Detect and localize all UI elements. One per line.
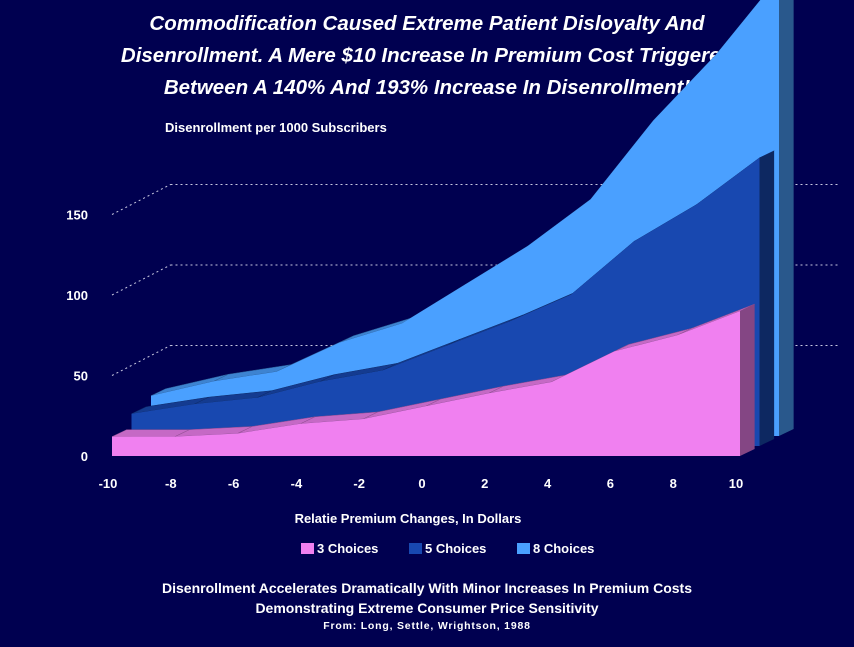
area-side-face <box>779 0 794 436</box>
x-tick-label: -6 <box>228 476 240 491</box>
gridline <box>111 184 171 215</box>
y-axis-label: Disenrollment per 1000 Subscribers <box>165 120 387 135</box>
subtitle-line: Demonstrating Extreme Consumer Price Sen… <box>255 600 599 616</box>
legend-label: 5 Choices <box>425 541 486 556</box>
axis-layer: Disenrollment per 1000 Subscribers Relat… <box>66 120 743 526</box>
series-layer <box>111 0 794 456</box>
x-tick-label: 0 <box>418 476 425 491</box>
x-axis-label: Relatie Premium Changes, In Dollars <box>295 511 522 526</box>
x-tick-label: 4 <box>544 476 552 491</box>
title-line: Commodification Caused Extreme Patient D… <box>149 12 705 35</box>
x-tick-label: -8 <box>165 476 177 491</box>
y-tick-label: 0 <box>81 449 88 464</box>
x-tick-label: 2 <box>481 476 488 491</box>
legend: 3 Choices 5 Choices 8 Choices <box>301 541 594 556</box>
x-tick-label: -10 <box>99 476 118 491</box>
title-line: Between A 140% And 193% Increase In Dise… <box>163 76 691 99</box>
chart-subtitle: Disenrollment Accelerates Dramatically W… <box>0 578 854 618</box>
source-citation: From: Long, Settle, Wrightson, 1988 <box>323 620 531 632</box>
area-side-face <box>759 150 775 446</box>
title-line: Disenrollment. A Mere $10 Increase In Pr… <box>120 44 734 67</box>
legend-item: 5 Choices <box>409 541 486 556</box>
legend-swatch <box>517 543 530 554</box>
area-front-face <box>112 311 740 456</box>
series-3-choices <box>111 303 755 456</box>
x-tick-label: -2 <box>353 476 365 491</box>
x-tick-label: 10 <box>729 476 743 491</box>
gridline <box>111 345 171 376</box>
legend-label: 8 Choices <box>533 541 594 556</box>
legend-swatch <box>301 543 314 554</box>
chart-title: Commodification Caused Extreme Patient D… <box>0 8 854 104</box>
legend-item: 8 Choices <box>517 541 594 556</box>
y-tick-label: 150 <box>66 208 88 223</box>
x-tick-label: 8 <box>670 476 677 491</box>
x-tick-label: -4 <box>291 476 303 491</box>
subtitle-line: Disenrollment Accelerates Dramatically W… <box>162 580 692 596</box>
gridline <box>111 264 171 296</box>
legend-item: 3 Choices <box>301 541 378 556</box>
y-tick-label: 50 <box>74 369 88 384</box>
legend-label: 3 Choices <box>317 541 378 556</box>
area-side-face <box>740 304 755 456</box>
x-tick-label: 6 <box>607 476 614 491</box>
legend-swatch <box>409 543 422 554</box>
y-tick-label: 100 <box>66 288 88 303</box>
